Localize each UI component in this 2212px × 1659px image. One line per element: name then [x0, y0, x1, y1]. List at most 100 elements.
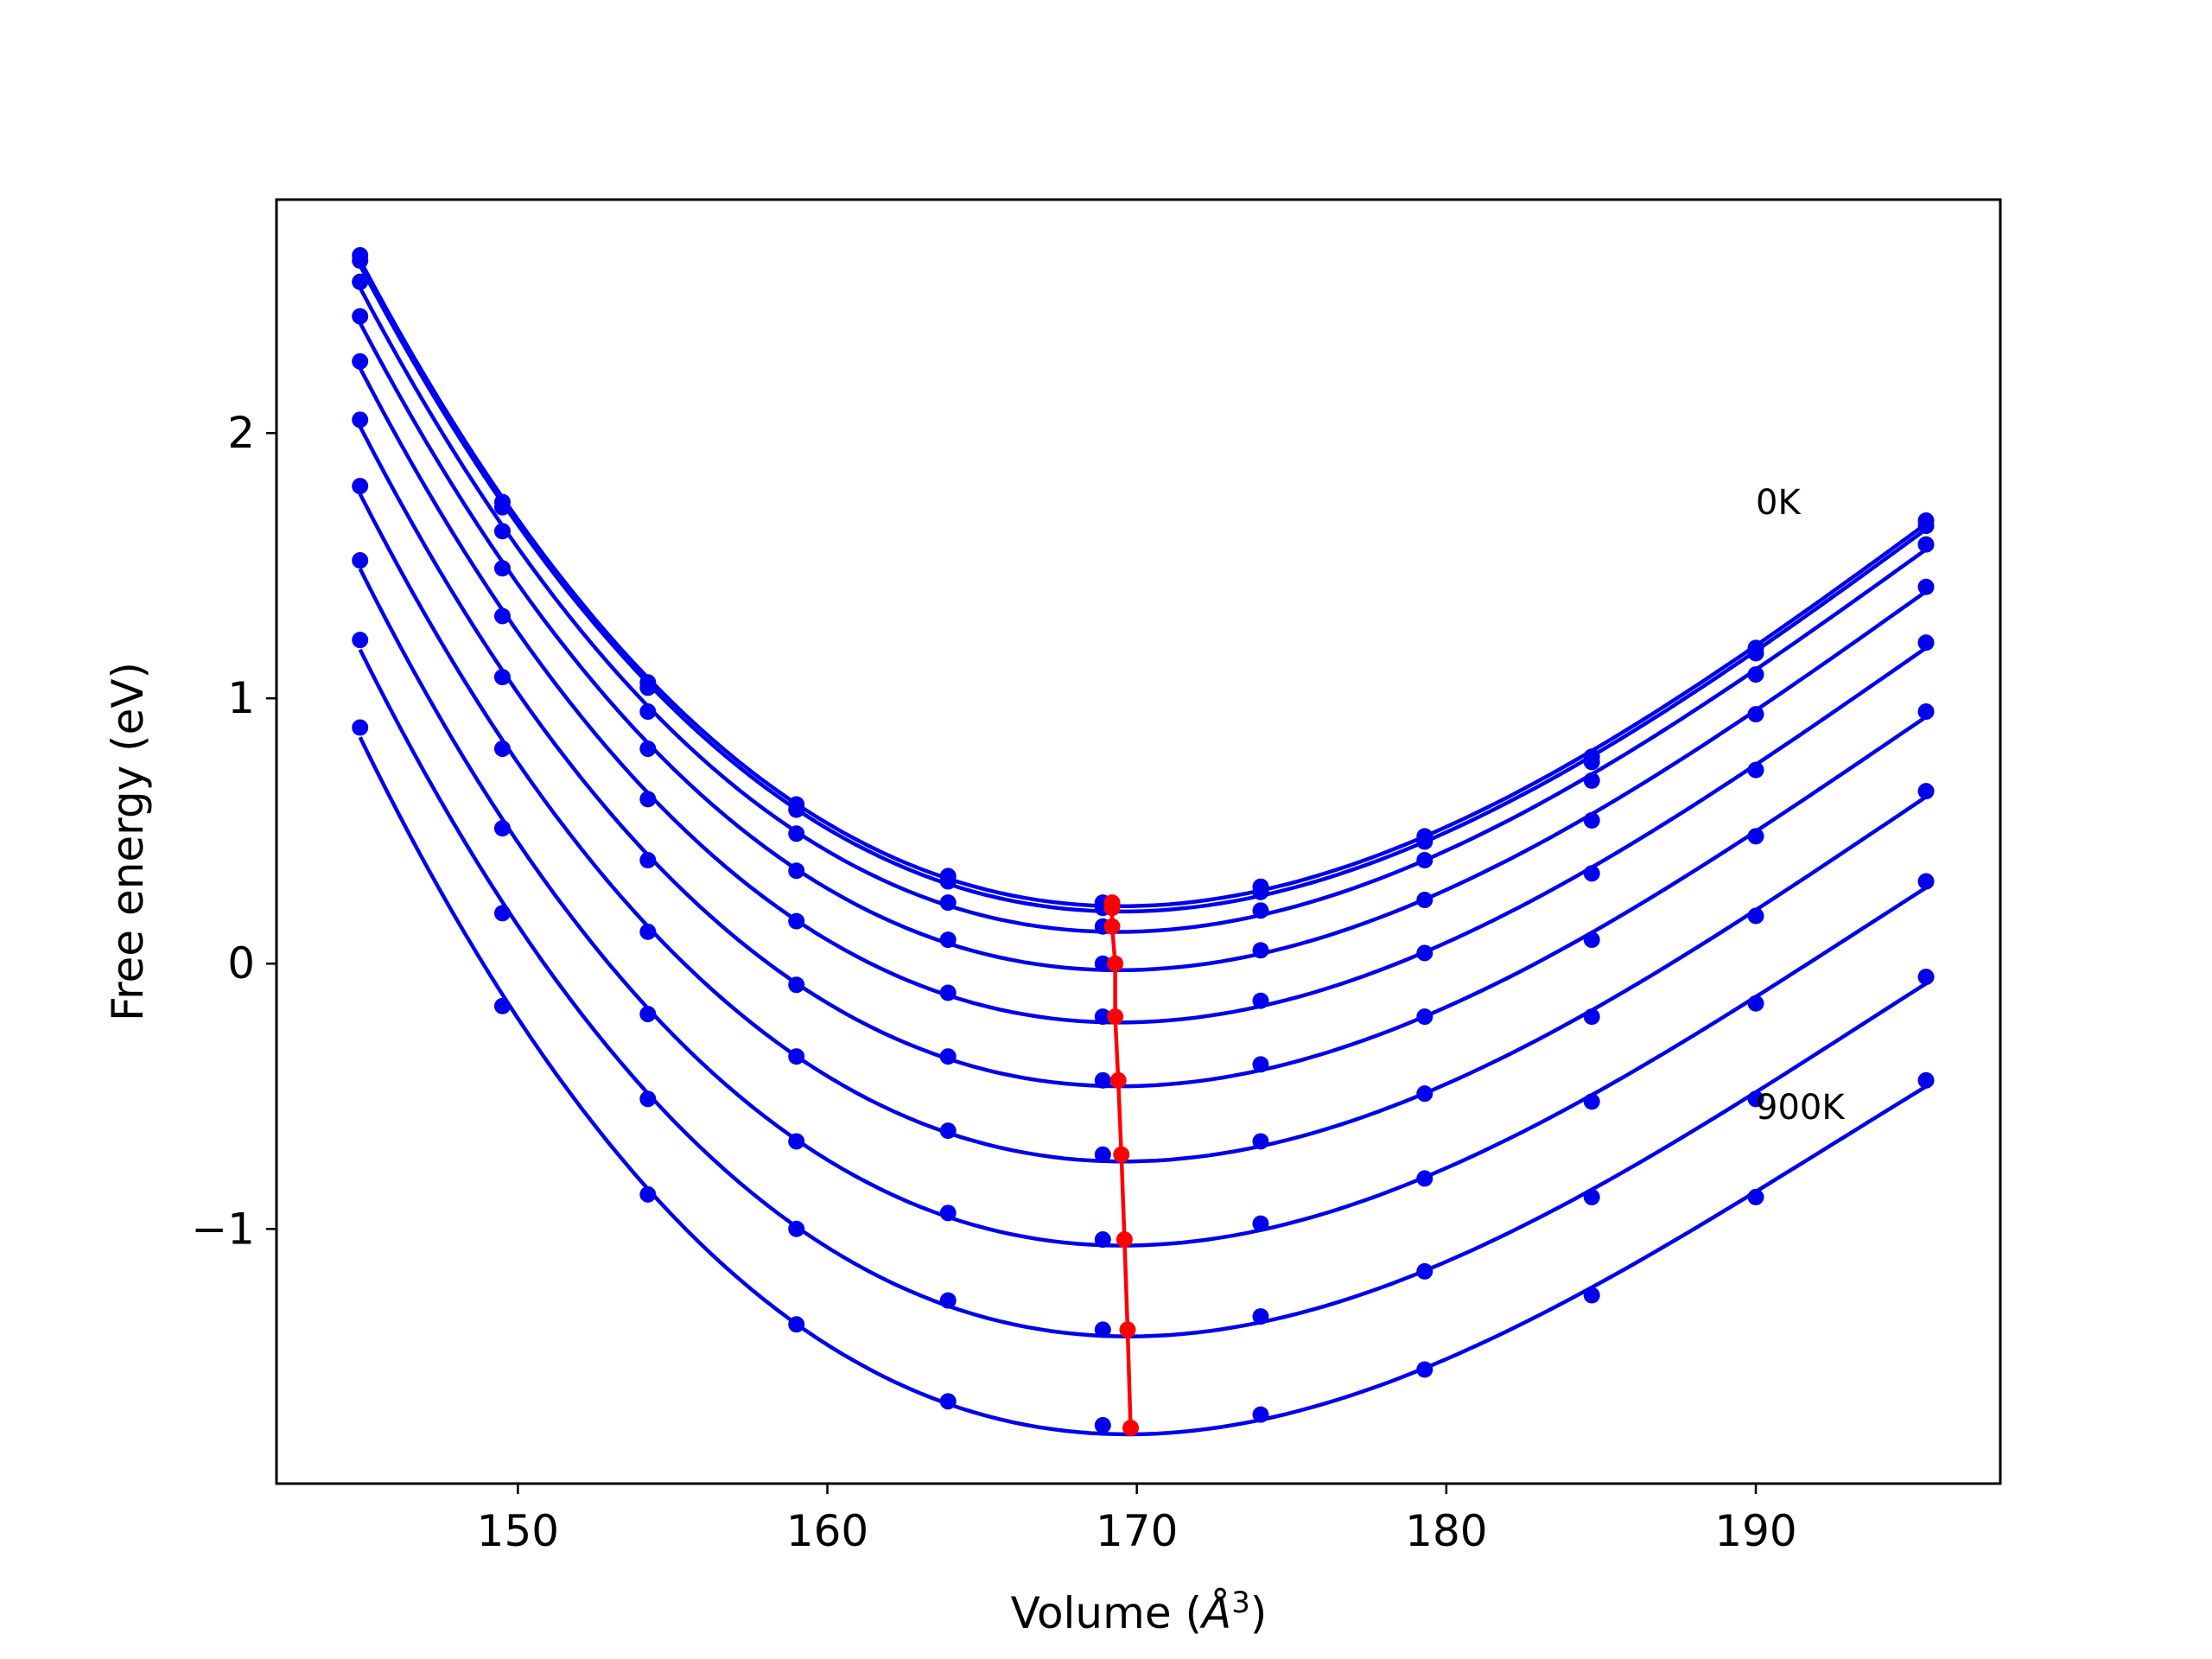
data-point — [352, 252, 369, 270]
data-point — [493, 741, 511, 758]
series-line-9 — [358, 736, 1928, 1437]
minima-group — [1103, 894, 1140, 1437]
minimum-point — [1103, 899, 1121, 917]
series-line-8 — [358, 648, 1928, 1338]
data-point — [1416, 1361, 1433, 1378]
minima-line — [1109, 902, 1133, 1428]
data-point — [493, 820, 511, 837]
data-point — [1583, 1093, 1600, 1110]
data-point — [1416, 1262, 1433, 1280]
data-point — [939, 984, 957, 1001]
data-point — [1583, 772, 1600, 789]
data-point — [1917, 518, 1935, 535]
y-tick-label: 0 — [227, 938, 255, 988]
data-point — [788, 1220, 805, 1237]
data-point — [352, 411, 369, 429]
data-point — [1747, 995, 1764, 1012]
data-point — [939, 1048, 957, 1065]
data-point — [493, 499, 511, 516]
data-point — [1094, 955, 1111, 972]
data-point — [639, 1006, 657, 1023]
data-point — [352, 719, 369, 736]
data-point — [639, 791, 657, 808]
minimum-point — [1116, 1231, 1133, 1249]
data-point — [639, 741, 657, 758]
data-point — [1747, 1090, 1764, 1108]
data-point — [939, 873, 957, 890]
minimum-point — [1107, 955, 1124, 972]
data-point — [352, 632, 369, 649]
x-tick-label: 180 — [1405, 1506, 1487, 1556]
data-point — [1583, 753, 1600, 771]
data-point — [1917, 873, 1935, 890]
data-point — [639, 1185, 657, 1203]
data-point — [1747, 828, 1764, 845]
series-line-7 — [358, 568, 1928, 1248]
data-point — [788, 1316, 805, 1333]
y-tick-label: 1 — [227, 673, 255, 723]
y-tick-label: 2 — [227, 408, 255, 458]
annotations-group: 0K 900K — [1756, 483, 1846, 1128]
data-point — [1094, 1008, 1111, 1026]
data-point — [1094, 1231, 1111, 1249]
data-point — [788, 1048, 805, 1065]
minimum-point — [1107, 1008, 1124, 1026]
data-point — [788, 825, 805, 842]
x-axis-ticks: 150 160 170 180 190 — [477, 1484, 1797, 1556]
data-point — [1583, 1287, 1600, 1304]
data-point — [1416, 944, 1433, 962]
x-tick-label: 190 — [1714, 1506, 1796, 1556]
series-line-0 — [358, 258, 1928, 909]
data-point — [1747, 761, 1764, 779]
minimum-point — [1119, 1321, 1136, 1338]
data-point — [1747, 1188, 1764, 1205]
data-point — [1583, 865, 1600, 882]
data-point — [352, 478, 369, 495]
data-point — [639, 703, 657, 721]
series-line-6 — [358, 493, 1928, 1164]
data-point — [639, 923, 657, 940]
data-point — [1917, 634, 1935, 652]
data-point — [1416, 1085, 1433, 1103]
data-point — [493, 560, 511, 577]
data-point — [1583, 1188, 1600, 1205]
data-point — [639, 1090, 657, 1108]
data-point — [1917, 536, 1935, 553]
data-point — [1917, 969, 1935, 986]
data-point — [1747, 666, 1764, 683]
data-point — [1583, 931, 1600, 949]
minimum-point — [1109, 1071, 1127, 1089]
plot-frame — [275, 198, 2002, 1485]
data-point — [1917, 1071, 1935, 1089]
series-line-3 — [358, 321, 1928, 973]
curves-group — [352, 246, 1935, 1437]
data-point — [1416, 892, 1433, 909]
minimum-point — [1122, 1420, 1140, 1437]
series-line-4 — [358, 366, 1928, 1025]
data-point — [493, 997, 511, 1014]
temperature-annotation: 900K — [1756, 1088, 1846, 1128]
data-point — [788, 976, 805, 994]
data-point — [1917, 703, 1935, 721]
temperature-annotation: 0K — [1756, 483, 1802, 523]
data-point — [493, 669, 511, 686]
data-point — [939, 894, 957, 912]
data-point — [1747, 645, 1764, 662]
data-point — [493, 905, 511, 922]
data-point — [1416, 833, 1433, 850]
data-point — [352, 353, 369, 370]
data-point — [1583, 811, 1600, 829]
data-point — [1416, 1008, 1433, 1026]
data-point — [1252, 1308, 1269, 1325]
data-point — [639, 851, 657, 868]
data-point — [493, 607, 511, 625]
data-point — [939, 1122, 957, 1140]
data-point — [352, 308, 369, 325]
x-tick-label: 160 — [786, 1506, 868, 1556]
data-point — [352, 552, 369, 569]
data-point — [1252, 992, 1269, 1009]
data-point — [1252, 1215, 1269, 1232]
data-point — [1416, 1170, 1433, 1187]
data-point — [352, 273, 369, 290]
x-tick-label: 170 — [1096, 1506, 1178, 1556]
